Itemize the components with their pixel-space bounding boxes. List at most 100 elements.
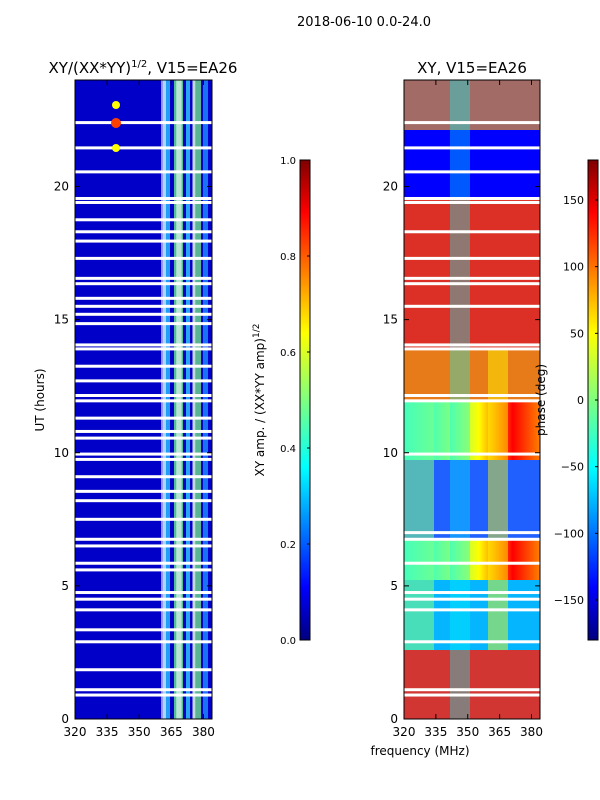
colorbar-tick-label: 1.0 [280, 156, 296, 167]
flagged-row [404, 304, 540, 308]
y-tick-label: 15 [54, 313, 69, 327]
x-tick-label: 335 [96, 725, 119, 739]
flagged-row [75, 196, 212, 200]
colorbar-tick-label: 50 [570, 327, 584, 340]
amplitude-flagged-rows [75, 121, 212, 697]
x-tick-label: 380 [520, 725, 543, 739]
phase-colorbar-label: phase (deg) [534, 364, 548, 436]
colorbar-tick-label: −100 [554, 527, 584, 540]
flagged-row [75, 200, 212, 204]
flagged-row [75, 304, 212, 308]
flagged-row [404, 256, 540, 260]
amplitude-colorbar-ticks: 0.0 0.2 0.4 0.6 0.8 1.0 [280, 156, 310, 647]
flagged-row [75, 475, 212, 479]
colorbar-tick-label: 0.2 [280, 540, 296, 551]
y-tick-label: 0 [390, 712, 398, 726]
flagged-row [75, 429, 212, 433]
flagged-row [404, 121, 540, 125]
y-tick-label: 5 [61, 579, 69, 593]
amplitude-axes-frame [74, 79, 213, 720]
amplitude-rfi-spots [111, 101, 121, 152]
flagged-row [404, 452, 540, 456]
flagged-row [404, 282, 540, 286]
flagged-row [75, 597, 212, 601]
flagged-row [404, 561, 540, 565]
y-tick-label: 5 [390, 579, 398, 593]
phase-segment [404, 400, 434, 650]
y-tick-label: 0 [61, 712, 69, 726]
flagged-row [75, 218, 212, 222]
phase-segment [404, 200, 540, 350]
x-tick-label: 380 [192, 725, 215, 739]
amplitude-axes: 320 335 350 365 380 0 5 10 15 20 [54, 80, 215, 739]
flagged-row [75, 121, 212, 125]
y-tick-label: 15 [383, 313, 398, 327]
amplitude-colorbar-label: XY amp. / (XX*YY amp)1/2 [252, 324, 267, 477]
flagged-row [75, 146, 212, 150]
flagged-row [75, 561, 212, 565]
colorbar-tick-label: −50 [561, 461, 584, 474]
flagged-row [404, 276, 540, 280]
flagged-row [404, 196, 540, 200]
colorbar-tick-label: 0.0 [280, 636, 296, 647]
flagged-row [404, 347, 540, 351]
flagged-row [75, 416, 212, 420]
colorbar-tick-label: 100 [563, 261, 584, 274]
flagged-row [404, 394, 540, 398]
flagged-row [75, 688, 212, 692]
flagged-row [75, 591, 212, 595]
flagged-row [404, 688, 540, 692]
flagged-row [75, 517, 212, 521]
phase-axes-frame [403, 79, 541, 720]
flagged-row [404, 608, 540, 612]
flagged-row [75, 282, 212, 286]
flagged-row [75, 322, 212, 326]
colorbar-tick-label: 0 [577, 394, 584, 407]
x-tick-label: 320 [64, 725, 87, 739]
figure-suptitle: 2018-06-10 0.0-24.0 [297, 15, 431, 30]
flagged-row [75, 693, 212, 697]
rfi-spot [111, 118, 121, 128]
phase-title: XY, V15=EA26 [417, 59, 527, 77]
flagged-row [404, 693, 540, 697]
amplitude-title: XY/(XX*YY)1/2, V15=EA26 [49, 59, 238, 77]
flagged-row [404, 170, 540, 174]
flagged-row [75, 364, 212, 368]
phase-segment [404, 650, 540, 719]
flagged-row [404, 230, 540, 234]
flagged-row [75, 276, 212, 280]
flagged-row [404, 343, 540, 347]
flagged-row [404, 200, 540, 204]
x-tick-label: 335 [424, 725, 447, 739]
flagged-row [75, 436, 212, 440]
flagged-row [75, 230, 212, 234]
flagged-row [75, 544, 212, 548]
colorbar-tick-label: 0.6 [280, 348, 296, 359]
flagged-row [404, 591, 540, 595]
y-tick-label: 10 [383, 446, 398, 460]
rfi-spot [112, 101, 120, 109]
flagged-row [75, 499, 212, 503]
y-tick-label: 10 [54, 446, 69, 460]
flagged-row [75, 347, 212, 351]
flagged-row [75, 668, 212, 672]
flagged-row [75, 457, 212, 461]
phase-segment [404, 130, 540, 200]
phase-flagged-rows [404, 121, 540, 697]
x-tick-label: 350 [128, 725, 151, 739]
flagged-row [404, 399, 540, 403]
flagged-row [75, 452, 212, 456]
shared-xlabel: frequency (MHz) [370, 744, 469, 758]
flagged-row [75, 568, 212, 572]
flagged-row [75, 379, 212, 383]
amplitude-panel: XY/(XX*YY)1/2, V15=EA26 320 335 350 365 380 0… [33, 59, 237, 739]
flagged-row [75, 537, 212, 541]
flagged-row [75, 394, 212, 398]
flagged-row [75, 170, 212, 174]
phase-colorbar-ticks: −150 −100 −50 0 50 100 150 [554, 194, 598, 607]
flagged-row [404, 531, 540, 535]
amplitude-colorbar-gradient [299, 159, 311, 641]
flagged-row [75, 489, 212, 493]
colorbar-tick-label: −150 [554, 594, 584, 607]
